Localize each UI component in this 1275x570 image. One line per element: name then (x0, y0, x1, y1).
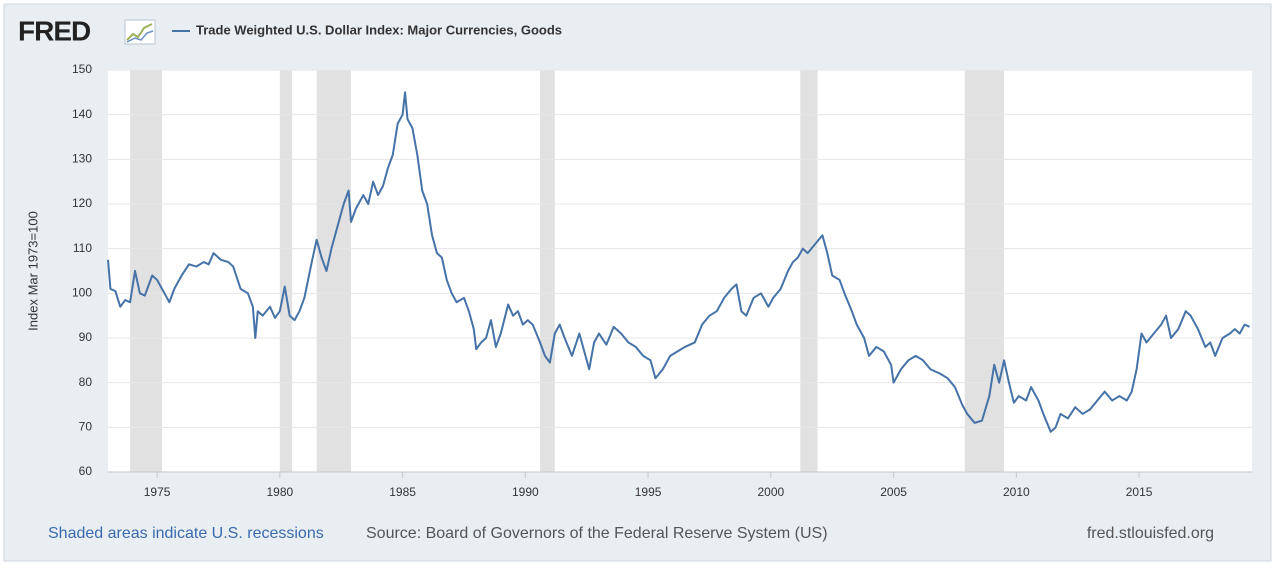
x-tick-label: 1975 (144, 485, 171, 499)
y-tick-label: 80 (79, 375, 93, 389)
y-tick-label: 60 (79, 464, 93, 478)
y-axis-label: Index Mar 1973=100 (25, 211, 40, 331)
logo: FRED (18, 15, 91, 46)
x-tick-label: 2015 (1126, 485, 1153, 499)
plot-area (108, 70, 1252, 472)
x-tick-label: 2010 (1003, 485, 1030, 499)
logo-icon (124, 19, 156, 45)
y-tick-label: 130 (72, 152, 92, 166)
x-tick-label: 2000 (757, 485, 784, 499)
y-tick-label: 110 (73, 241, 92, 255)
y-tick-label: 140 (72, 107, 92, 121)
recession-band (316, 70, 352, 472)
x-tick-label: 1980 (266, 485, 293, 499)
y-tick-label: 70 (79, 420, 93, 434)
recession-note[interactable]: Shaded areas indicate U.S. recessions (48, 525, 324, 542)
x-tick-label: 2005 (880, 485, 907, 499)
y-tick-label: 90 (79, 330, 93, 344)
source: Source: Board of Governors of the Federa… (366, 525, 828, 542)
x-tick-label: 1995 (635, 485, 662, 499)
series-line (107, 91, 1250, 433)
recession-band (540, 70, 555, 472)
x-tick-label: 1985 (389, 485, 416, 499)
recession-band (964, 70, 1005, 472)
y-tick-label: 150 (72, 62, 92, 76)
recession-band (279, 70, 293, 472)
x-tick-label: 1990 (512, 485, 539, 499)
y-tick-label: 120 (72, 196, 92, 210)
recession-band (800, 70, 818, 472)
y-tick-label: 100 (72, 286, 92, 300)
legend-label: Trade Weighted U.S. Dollar Index: Major … (196, 22, 562, 37)
site: fred.stlouisfed.org (1087, 525, 1214, 542)
